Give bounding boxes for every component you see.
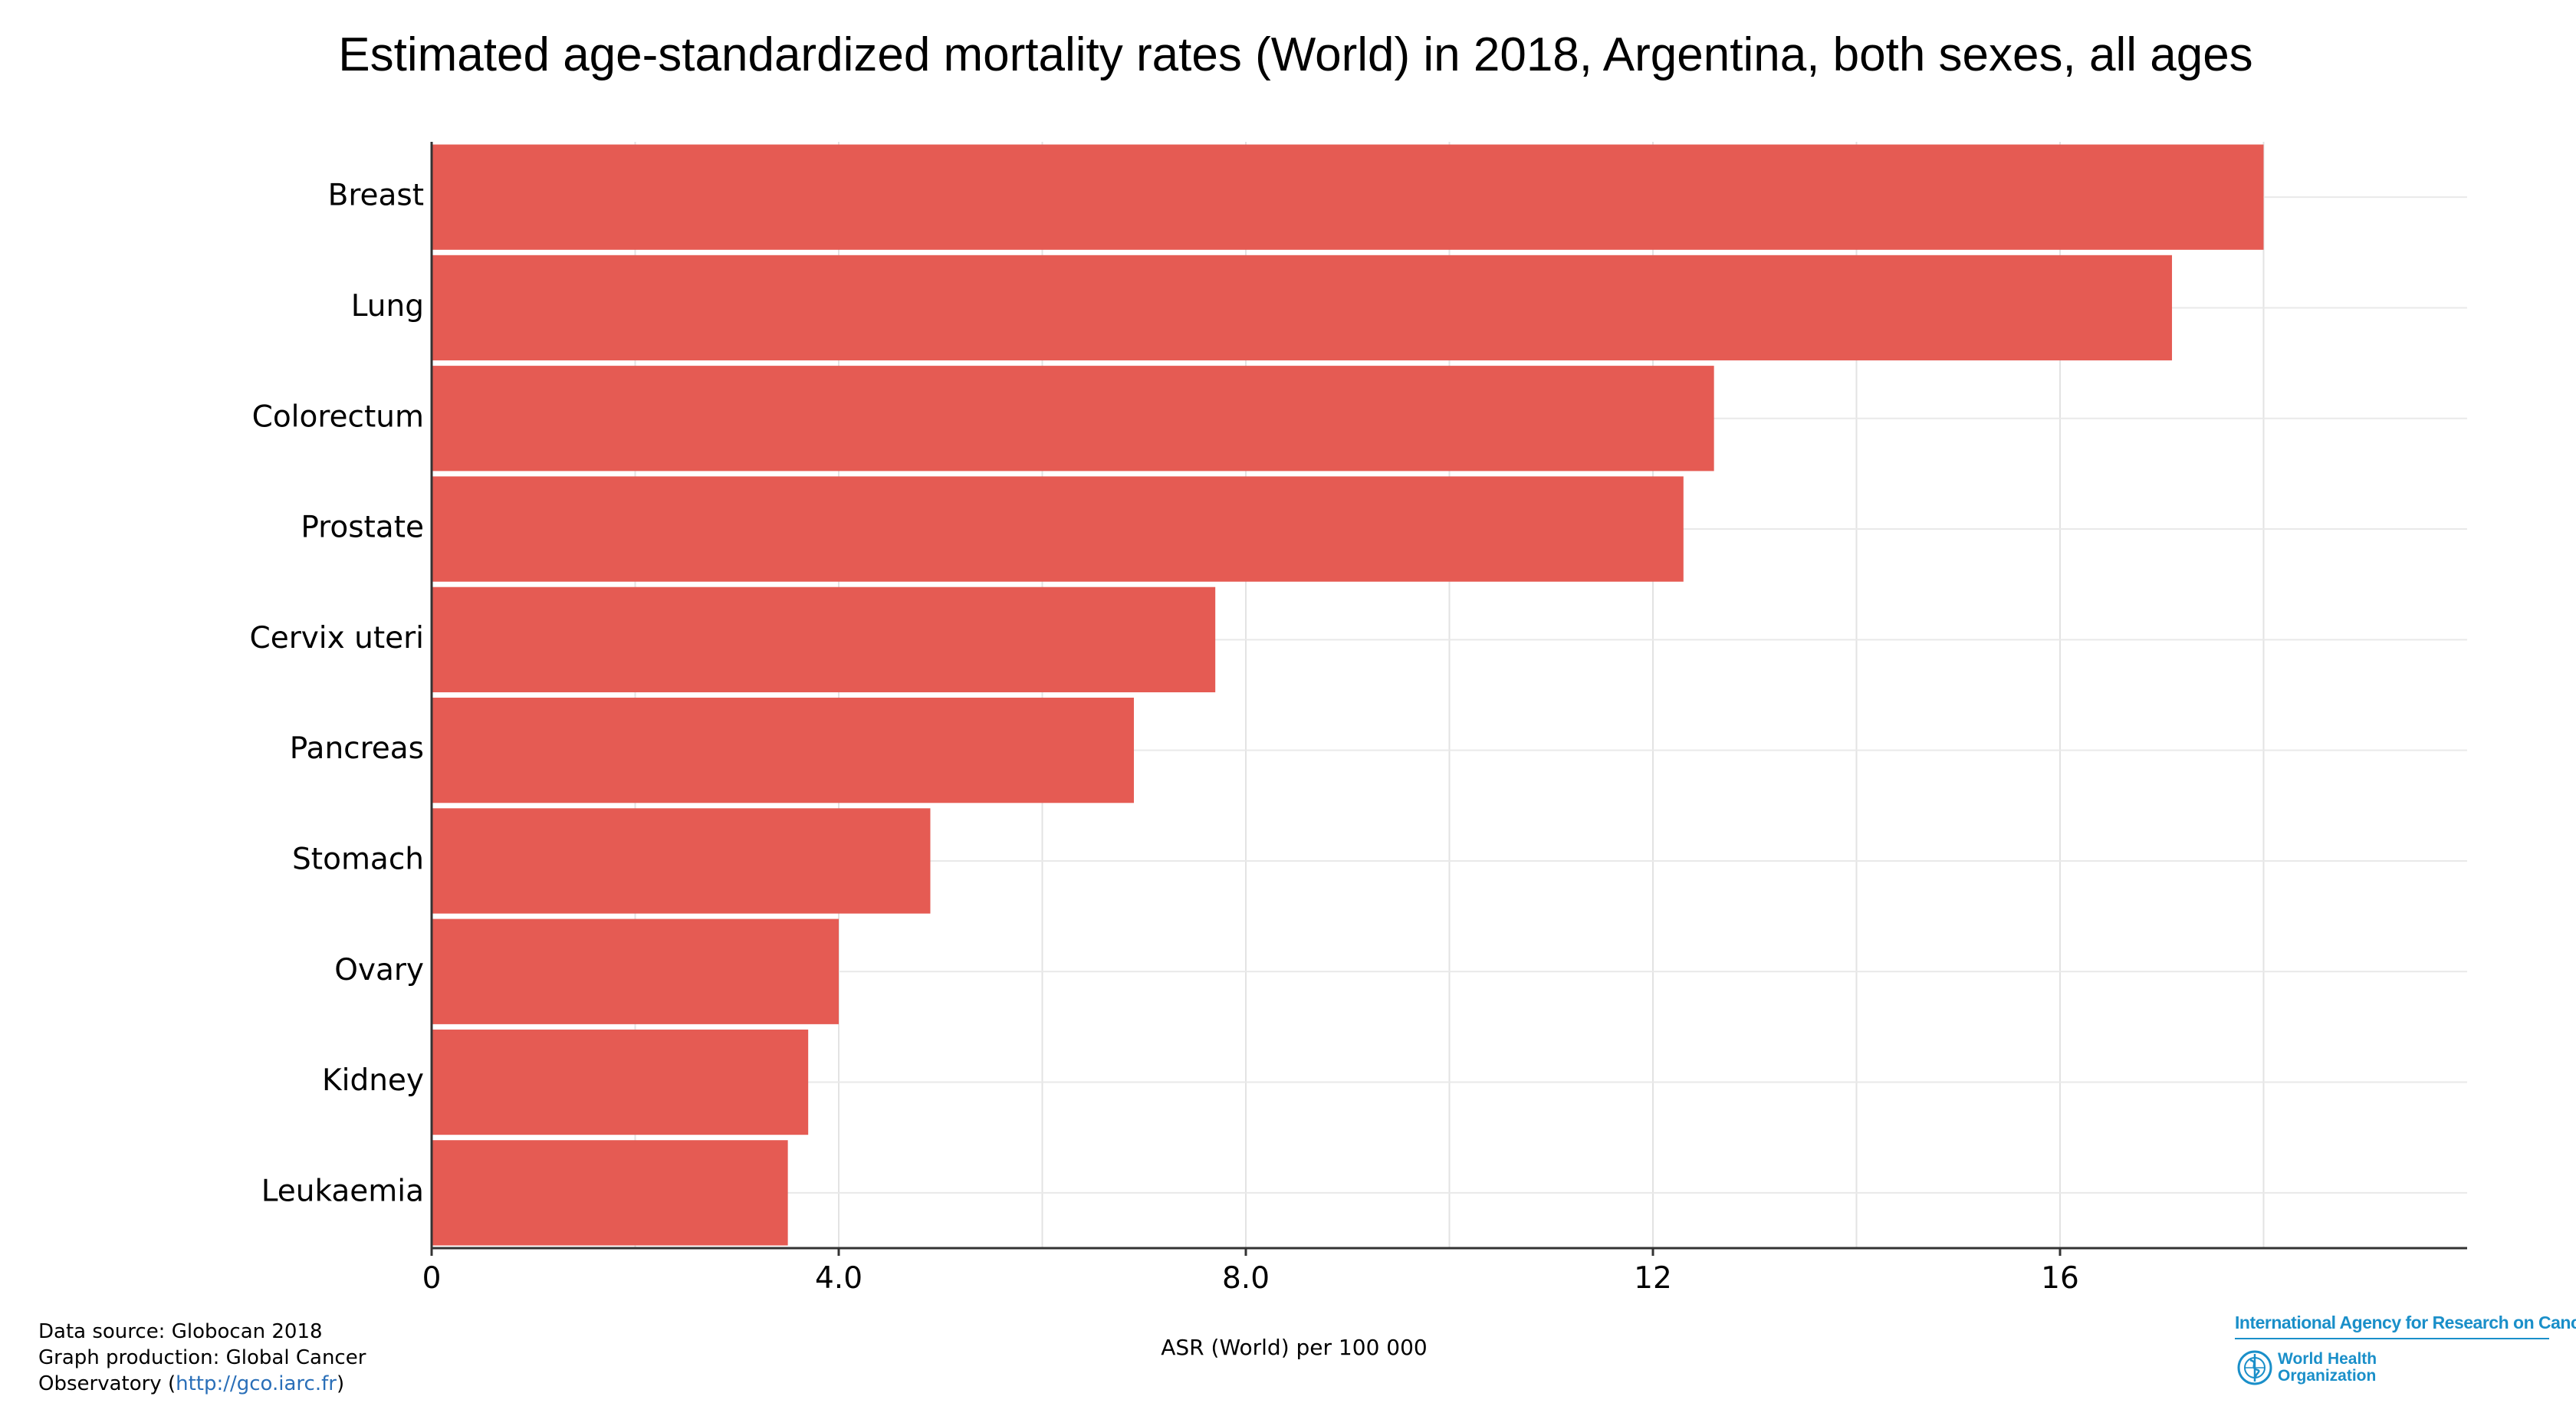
bar <box>432 255 2173 361</box>
x-tick-label: 0 <box>422 1261 442 1296</box>
source-link[interactable]: http://gco.iarc.fr <box>176 1372 337 1395</box>
x-tick-label: 12 <box>1634 1261 1672 1296</box>
category-labels: Breast Lung Colorectum Prostate Cervix uteri… <box>249 179 424 1209</box>
data-source-note: Data source: Globocan 2018 Graph product… <box>38 1319 366 1397</box>
source-line-2: Graph production: Global Cancer <box>38 1346 366 1369</box>
x-tick-labels: 0 4.0 8.0 12 16 <box>422 1261 2079 1296</box>
axes <box>430 142 2467 1256</box>
who-line-2: Organization <box>2278 1367 2377 1385</box>
category-label: Breast <box>328 179 424 213</box>
category-label: Colorectum <box>252 399 424 434</box>
source-prefix: Observatory ( <box>38 1372 176 1395</box>
iarc-name: International Agency for Research on Can… <box>2235 1313 2576 1332</box>
logo-divider <box>2235 1338 2549 1339</box>
category-label: Leukaemia <box>261 1174 424 1208</box>
x-tick-label: 8.0 <box>1222 1261 1270 1296</box>
bar <box>432 808 931 914</box>
who-emblem-icon <box>2237 1350 2272 1385</box>
source-line-1: Data source: Globocan 2018 <box>38 1320 323 1343</box>
bar <box>432 918 839 1024</box>
bar <box>432 366 1714 472</box>
category-label: Lung <box>351 289 424 324</box>
x-axis-label: ASR (World) per 100 000 <box>1161 1335 1428 1360</box>
bar <box>432 586 1216 692</box>
bar <box>432 144 2264 250</box>
source-suffix: ) <box>336 1372 345 1395</box>
category-label: Pancreas <box>290 731 424 766</box>
source-line-3: Observatory (http://gco.iarc.fr) <box>38 1371 366 1397</box>
category-label: Cervix uteri <box>249 621 424 656</box>
chart-title: Estimated age-standardized mortality rat… <box>338 28 2253 81</box>
category-label: Kidney <box>322 1063 424 1098</box>
bars <box>432 144 2264 1246</box>
bar <box>432 698 1134 803</box>
who-line-1: World Health <box>2278 1350 2377 1368</box>
x-tick-label: 16 <box>2041 1261 2079 1296</box>
bar <box>432 1029 809 1135</box>
x-tick-label: 4.0 <box>815 1261 863 1296</box>
iarc-who-logo: International Agency for Research on Can… <box>2235 1313 2576 1397</box>
category-label: Stomach <box>292 842 424 876</box>
category-label: Prostate <box>301 511 424 545</box>
who-name: World Health Organization <box>2278 1351 2377 1385</box>
bar <box>432 1140 788 1246</box>
bar <box>432 476 1684 582</box>
category-label: Ovary <box>334 953 424 987</box>
